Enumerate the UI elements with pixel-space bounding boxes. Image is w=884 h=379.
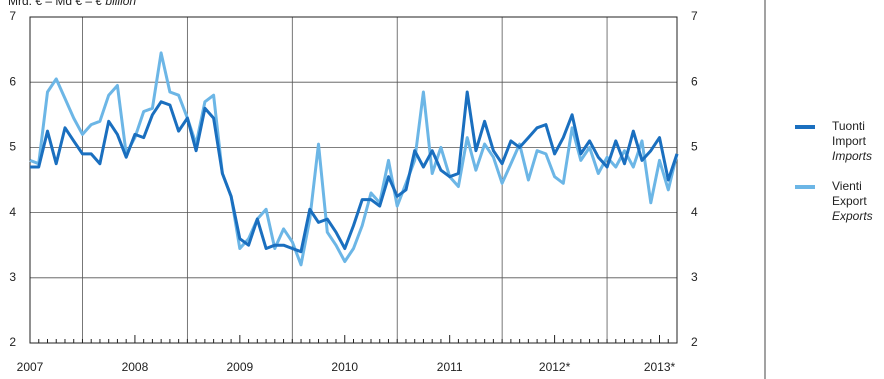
x-tick-label: 2009: [226, 360, 253, 374]
legend-label: Vienti: [832, 179, 862, 193]
legend-label: Import: [832, 134, 867, 148]
y-tick-label: 3: [9, 270, 16, 284]
x-tick-label: 2012*: [539, 360, 571, 374]
y-tick-label: 2: [9, 335, 16, 349]
y-tick-label: 4: [9, 205, 16, 219]
plot-frame: [29, 16, 678, 344]
y2-tick-label: 4: [691, 205, 698, 219]
x-tick-label: 2007: [17, 360, 44, 374]
y2-tick-label: 3: [691, 270, 698, 284]
x-tick-label: 2011: [437, 360, 463, 374]
y2-tick-label: 5: [691, 140, 698, 154]
x-tick-label: 2008: [122, 360, 149, 374]
y2-tick-label: 2: [691, 335, 698, 349]
legend-label: Imports: [832, 149, 872, 163]
legend-label: Export: [832, 194, 867, 208]
y2-tick-label: 7: [691, 9, 698, 23]
chart-title: Mrd. € – Md € – € billion: [8, 0, 136, 8]
y-tick-label: 6: [9, 74, 16, 88]
x-tick-label: 2013*: [644, 360, 676, 374]
legend-label: Tuonti: [832, 119, 865, 133]
y-tick-label: 7: [9, 9, 16, 23]
legend-label: Exports: [832, 209, 873, 223]
x-tick-label: 2010: [331, 360, 358, 374]
series-line: [30, 90, 679, 254]
y-tick-label: 5: [9, 140, 16, 154]
series-line: [29, 51, 679, 267]
y2-tick-label: 6: [691, 74, 698, 88]
